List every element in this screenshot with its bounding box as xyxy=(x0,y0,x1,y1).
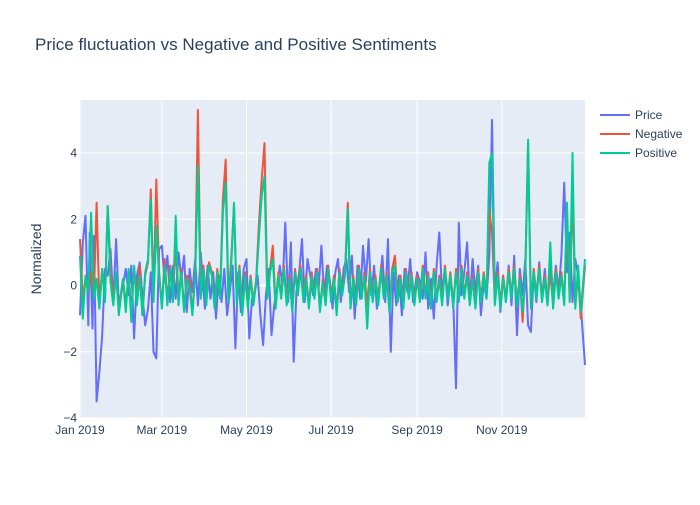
x-tick-label: Nov 2019 xyxy=(476,423,528,437)
y-tick-label: 2 xyxy=(70,212,77,226)
y-axis-title: Normalized xyxy=(28,224,44,295)
chart-title: Price fluctuation vs Negative and Positi… xyxy=(35,35,437,54)
y-tick-label: 0 xyxy=(70,279,77,293)
x-tick-label: Mar 2019 xyxy=(137,423,188,437)
y-axis-ticks: −4 −2 0 2 4 xyxy=(63,146,77,425)
y-tick-label: −4 xyxy=(63,411,77,425)
legend[interactable]: Price Negative Positive xyxy=(600,108,683,160)
series-lines xyxy=(79,108,586,403)
legend-label: Positive xyxy=(635,146,677,160)
legend-label: Negative xyxy=(635,127,683,141)
legend-item-positive[interactable]: Positive xyxy=(600,146,677,160)
series-line-positive[interactable] xyxy=(79,138,586,330)
x-tick-label: Jul 2019 xyxy=(308,423,354,437)
y-tick-label: −2 xyxy=(63,345,77,359)
y-tick-label: 4 xyxy=(70,146,77,160)
legend-label: Price xyxy=(635,108,663,122)
legend-item-negative[interactable]: Negative xyxy=(600,127,683,141)
x-tick-label: May 2019 xyxy=(220,423,273,437)
x-tick-label: Sep 2019 xyxy=(391,423,443,437)
x-tick-label: Jan 2019 xyxy=(55,423,105,437)
x-axis-ticks: Jan 2019 Mar 2019 May 2019 Jul 2019 Sep 2019… xyxy=(55,423,527,437)
legend-item-price[interactable]: Price xyxy=(600,108,663,122)
